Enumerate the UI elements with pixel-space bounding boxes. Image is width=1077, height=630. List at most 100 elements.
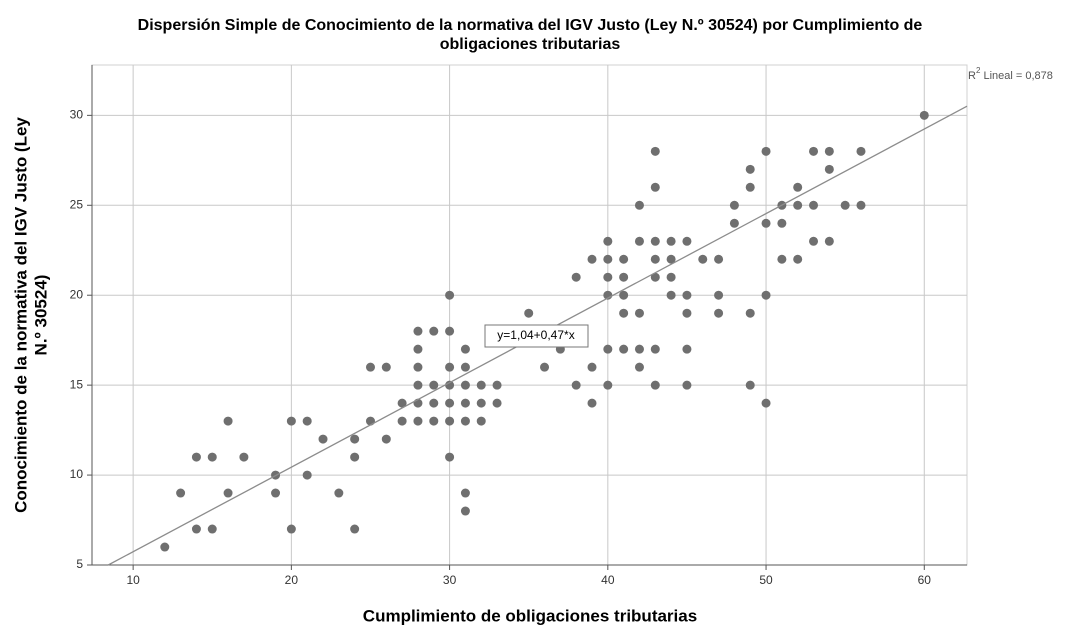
point [761, 290, 771, 300]
y-tick-label: 15 [70, 377, 84, 391]
point [445, 416, 455, 426]
point [777, 218, 787, 228]
point [729, 218, 739, 228]
point [413, 362, 423, 372]
point [634, 236, 644, 246]
y-tick-label: 10 [70, 467, 84, 481]
point [603, 236, 613, 246]
y-tick-label: 5 [76, 557, 83, 571]
point [429, 398, 439, 408]
point [777, 254, 787, 264]
point [650, 236, 660, 246]
y-tick-label: 30 [70, 108, 84, 122]
point [460, 344, 470, 354]
point [729, 200, 739, 210]
point [223, 488, 233, 498]
point [445, 452, 455, 462]
point [445, 398, 455, 408]
point [840, 200, 850, 210]
point [571, 380, 581, 390]
point [191, 452, 201, 462]
point [619, 308, 629, 318]
point [809, 146, 819, 156]
point [682, 236, 692, 246]
point [856, 200, 866, 210]
point [286, 416, 296, 426]
point [350, 452, 360, 462]
point [160, 542, 170, 552]
point [397, 416, 407, 426]
point [429, 416, 439, 426]
point [824, 146, 834, 156]
point [207, 524, 217, 534]
point [634, 344, 644, 354]
point [809, 200, 819, 210]
point [476, 416, 486, 426]
point [603, 272, 613, 282]
point [793, 254, 803, 264]
point [302, 470, 312, 480]
y-axis-label: Conocimiento de la normativa del IGV Jus… [11, 117, 30, 513]
point [856, 146, 866, 156]
point [460, 416, 470, 426]
point [540, 362, 550, 372]
point [714, 254, 724, 264]
point [445, 380, 455, 390]
chart-title: obligaciones tributarias [440, 36, 621, 53]
point [634, 308, 644, 318]
point [207, 452, 217, 462]
point [476, 398, 486, 408]
point [682, 308, 692, 318]
point [634, 362, 644, 372]
point [365, 362, 375, 372]
point [381, 434, 391, 444]
r2-label: R2 Lineal = 0,878 [968, 66, 1053, 82]
point [698, 254, 708, 264]
point [318, 434, 328, 444]
point [460, 362, 470, 372]
point [650, 272, 660, 282]
point [761, 218, 771, 228]
point [445, 362, 455, 372]
point [650, 182, 660, 192]
x-tick-label: 30 [443, 573, 457, 587]
point [460, 488, 470, 498]
point [334, 488, 344, 498]
point [650, 344, 660, 354]
point [650, 380, 660, 390]
point [413, 344, 423, 354]
point [619, 272, 629, 282]
point [429, 380, 439, 390]
y-tick-label: 20 [70, 287, 84, 301]
point [381, 362, 391, 372]
point [239, 452, 249, 462]
point [460, 506, 470, 516]
point [223, 416, 233, 426]
point [445, 290, 455, 300]
point [413, 380, 423, 390]
y-tick-label: 25 [70, 197, 84, 211]
r2-label-part: R [968, 70, 976, 82]
point [761, 398, 771, 408]
x-tick-label: 20 [285, 573, 299, 587]
y-axis-label: N.º 30524) [31, 275, 50, 356]
x-axis-label: Cumplimiento de obligaciones tributarias [363, 606, 697, 625]
fit-label-bg [484, 324, 589, 348]
point [302, 416, 312, 426]
point [809, 236, 819, 246]
point [619, 254, 629, 264]
point [761, 146, 771, 156]
point [824, 236, 834, 246]
point [587, 398, 597, 408]
r2-label-part: Lineal = 0,878 [980, 70, 1052, 82]
point [460, 398, 470, 408]
point [745, 380, 755, 390]
point [745, 164, 755, 174]
point [634, 200, 644, 210]
point [745, 182, 755, 192]
point [682, 344, 692, 354]
point [650, 146, 660, 156]
point [666, 272, 676, 282]
point [429, 326, 439, 336]
